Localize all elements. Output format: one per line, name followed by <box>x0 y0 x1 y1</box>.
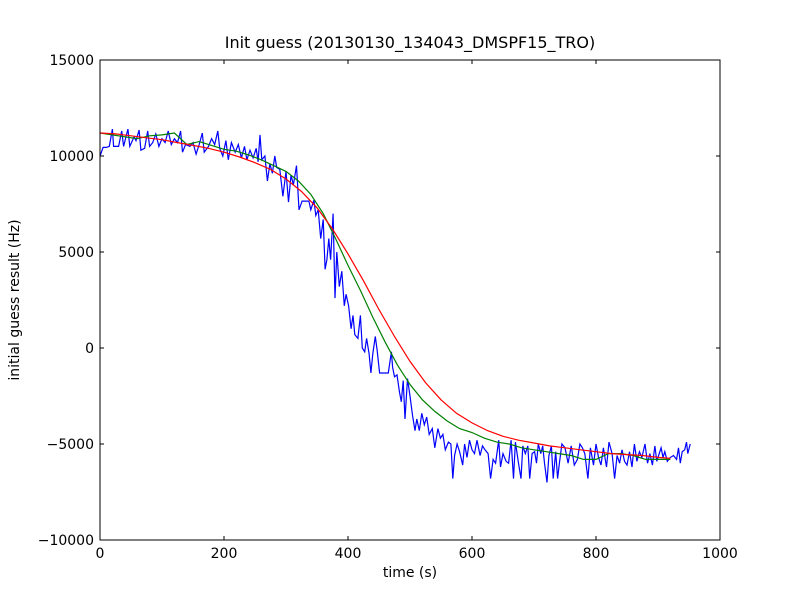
plot-frame <box>99 59 721 541</box>
y-tick-label: 15000 <box>49 53 94 69</box>
series-line-2 <box>100 132 671 460</box>
x-tick-label: 400 <box>335 546 362 562</box>
y-axis: −10000 −5000 0 5000 10000 15000 <box>38 53 720 549</box>
x-tick-label: 600 <box>459 546 486 562</box>
y-tick-label: 5000 <box>58 245 94 261</box>
plot-area <box>100 128 691 483</box>
x-tick-label: 200 <box>211 546 238 562</box>
y-tick-label: −10000 <box>38 533 94 549</box>
x-tick-label: 1000 <box>702 546 738 562</box>
x-axis-label: time (s) <box>383 565 437 581</box>
y-tick-label: −5000 <box>47 437 94 453</box>
x-tick-label: 800 <box>583 546 610 562</box>
chart-title: Init guess (20130130_134043_DMSPF15_TRO) <box>225 33 596 53</box>
series-line-1 <box>100 128 691 483</box>
y-axis-label: initial guess result (Hz) <box>7 219 23 380</box>
series-line-3 <box>100 132 671 459</box>
y-tick-label: 0 <box>85 341 94 357</box>
x-tick-label: 0 <box>96 546 105 562</box>
y-tick-label: 10000 <box>49 149 94 165</box>
x-axis: 0 200 400 600 800 1000 <box>96 60 738 562</box>
